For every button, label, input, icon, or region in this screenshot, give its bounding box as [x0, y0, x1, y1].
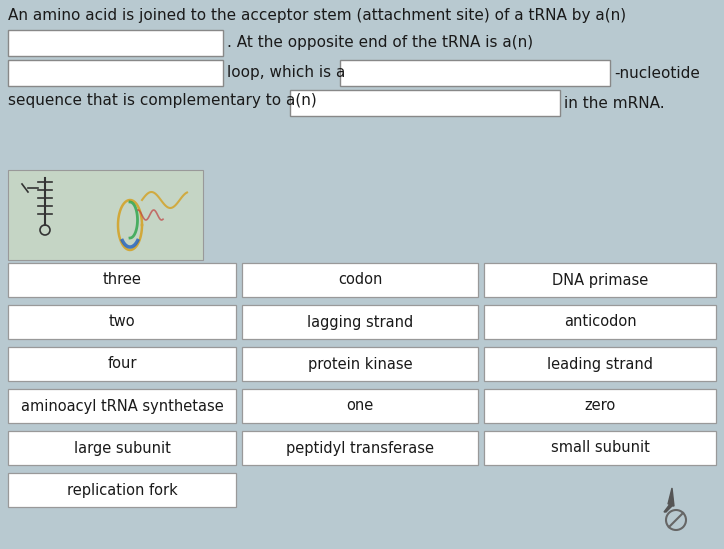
Bar	[8, 473, 236, 507]
Text: peptidyl transferase: peptidyl transferase	[286, 440, 434, 456]
Polygon shape	[664, 488, 674, 512]
Text: An amino acid is joined to the acceptor stem (attachment site) of a tRNA by a(n): An amino acid is joined to the acceptor …	[8, 8, 626, 23]
Bar	[8, 30, 223, 56]
Text: zero: zero	[584, 399, 615, 413]
Text: large subunit: large subunit	[74, 440, 170, 456]
Bar	[484, 431, 716, 465]
Text: lagging strand: lagging strand	[307, 315, 413, 329]
Bar	[242, 389, 478, 423]
Bar	[8, 305, 236, 339]
Bar	[484, 389, 716, 423]
Text: one: one	[346, 399, 374, 413]
Text: . At the opposite end of the tRNA is a(n): . At the opposite end of the tRNA is a(n…	[227, 36, 533, 51]
Bar	[340, 60, 610, 86]
Text: DNA primase: DNA primase	[552, 272, 648, 288]
Bar	[8, 389, 236, 423]
Bar	[290, 90, 560, 116]
Bar	[484, 263, 716, 297]
Text: loop, which is a: loop, which is a	[227, 65, 345, 81]
Bar	[484, 305, 716, 339]
Text: leading strand: leading strand	[547, 356, 653, 372]
Text: protein kinase: protein kinase	[308, 356, 412, 372]
Text: in the mRNA.: in the mRNA.	[564, 96, 665, 110]
Text: aminoacyl tRNA synthetase: aminoacyl tRNA synthetase	[20, 399, 224, 413]
Text: -nucleotide: -nucleotide	[614, 65, 700, 81]
Text: four: four	[107, 356, 137, 372]
Bar	[8, 431, 236, 465]
Bar	[242, 263, 478, 297]
Bar	[8, 347, 236, 381]
Bar	[242, 347, 478, 381]
Text: three: three	[103, 272, 141, 288]
Bar	[8, 263, 236, 297]
Bar	[8, 60, 223, 86]
Bar	[484, 347, 716, 381]
Bar	[242, 305, 478, 339]
Bar	[8, 170, 203, 260]
Text: codon: codon	[338, 272, 382, 288]
Text: sequence that is complementary to a(n): sequence that is complementary to a(n)	[8, 93, 317, 108]
Text: small subunit: small subunit	[550, 440, 649, 456]
Text: replication fork: replication fork	[67, 483, 177, 497]
Text: two: two	[109, 315, 135, 329]
Text: anticodon: anticodon	[564, 315, 636, 329]
Bar	[242, 431, 478, 465]
